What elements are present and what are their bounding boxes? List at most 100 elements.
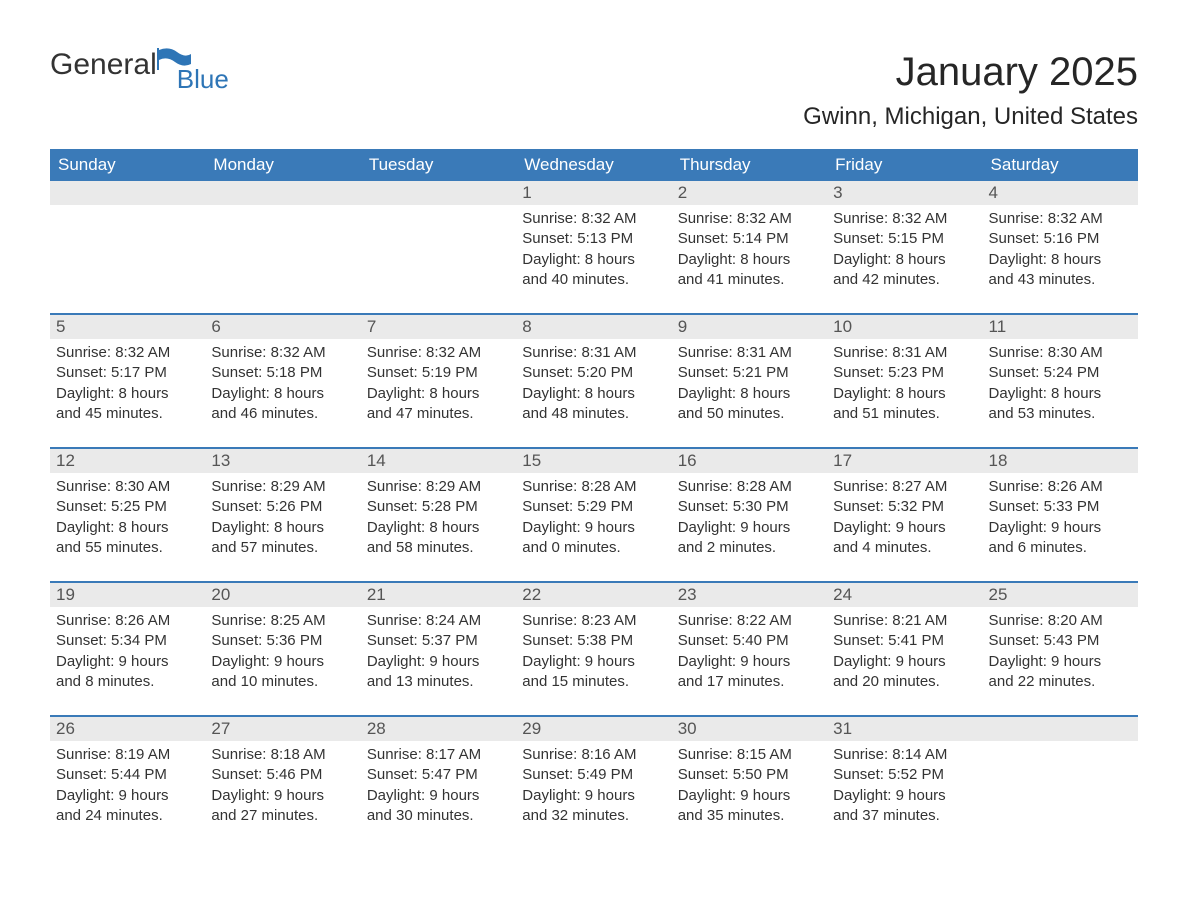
day-cell: 12Sunrise: 8:30 AMSunset: 5:25 PMDayligh… bbox=[50, 449, 205, 581]
day-number: 11 bbox=[983, 315, 1138, 339]
day-info: Sunrise: 8:28 AMSunset: 5:30 PMDaylight:… bbox=[672, 473, 827, 566]
day-number: 21 bbox=[361, 583, 516, 607]
day-daylight2: and 48 minutes. bbox=[522, 404, 665, 424]
week-row: 19Sunrise: 8:26 AMSunset: 5:34 PMDayligh… bbox=[50, 581, 1138, 715]
day-cell: 10Sunrise: 8:31 AMSunset: 5:23 PMDayligh… bbox=[827, 315, 982, 447]
day-sunrise: Sunrise: 8:31 AM bbox=[833, 343, 976, 363]
day-sunset: Sunset: 5:29 PM bbox=[522, 497, 665, 517]
day-info: Sunrise: 8:29 AMSunset: 5:26 PMDaylight:… bbox=[205, 473, 360, 566]
day-number: 24 bbox=[827, 583, 982, 607]
day-daylight2: and 57 minutes. bbox=[211, 538, 354, 558]
day-daylight2: and 2 minutes. bbox=[678, 538, 821, 558]
day-sunrise: Sunrise: 8:32 AM bbox=[56, 343, 199, 363]
day-sunset: Sunset: 5:30 PM bbox=[678, 497, 821, 517]
day-sunset: Sunset: 5:14 PM bbox=[678, 229, 821, 249]
day-sunset: Sunset: 5:15 PM bbox=[833, 229, 976, 249]
day-info: Sunrise: 8:32 AMSunset: 5:16 PMDaylight:… bbox=[983, 205, 1138, 298]
day-cell: 2Sunrise: 8:32 AMSunset: 5:14 PMDaylight… bbox=[672, 181, 827, 313]
day-sunrise: Sunrise: 8:26 AM bbox=[989, 477, 1132, 497]
day-sunset: Sunset: 5:19 PM bbox=[367, 363, 510, 383]
day-cell: 11Sunrise: 8:30 AMSunset: 5:24 PMDayligh… bbox=[983, 315, 1138, 447]
day-info: Sunrise: 8:19 AMSunset: 5:44 PMDaylight:… bbox=[50, 741, 205, 834]
day-info: Sunrise: 8:22 AMSunset: 5:40 PMDaylight:… bbox=[672, 607, 827, 700]
day-sunset: Sunset: 5:52 PM bbox=[833, 765, 976, 785]
day-info: Sunrise: 8:32 AMSunset: 5:14 PMDaylight:… bbox=[672, 205, 827, 298]
week-row: 5Sunrise: 8:32 AMSunset: 5:17 PMDaylight… bbox=[50, 313, 1138, 447]
day-daylight2: and 24 minutes. bbox=[56, 806, 199, 826]
day-number: 25 bbox=[983, 583, 1138, 607]
day-sunrise: Sunrise: 8:17 AM bbox=[367, 745, 510, 765]
day-daylight2: and 47 minutes. bbox=[367, 404, 510, 424]
weeks-container: 1Sunrise: 8:32 AMSunset: 5:13 PMDaylight… bbox=[50, 181, 1138, 849]
day-number: 7 bbox=[361, 315, 516, 339]
day-number: 10 bbox=[827, 315, 982, 339]
day-cell: 14Sunrise: 8:29 AMSunset: 5:28 PMDayligh… bbox=[361, 449, 516, 581]
day-sunrise: Sunrise: 8:32 AM bbox=[211, 343, 354, 363]
day-cell: 29Sunrise: 8:16 AMSunset: 5:49 PMDayligh… bbox=[516, 717, 671, 849]
day-daylight1: Daylight: 8 hours bbox=[367, 384, 510, 404]
day-sunrise: Sunrise: 8:24 AM bbox=[367, 611, 510, 631]
day-number: 17 bbox=[827, 449, 982, 473]
day-daylight1: Daylight: 8 hours bbox=[678, 250, 821, 270]
day-number: 6 bbox=[205, 315, 360, 339]
day-cell bbox=[983, 717, 1138, 849]
day-daylight1: Daylight: 8 hours bbox=[522, 250, 665, 270]
day-daylight2: and 45 minutes. bbox=[56, 404, 199, 424]
day-daylight2: and 42 minutes. bbox=[833, 270, 976, 290]
weekday-header: Saturday bbox=[983, 149, 1138, 181]
day-daylight1: Daylight: 8 hours bbox=[211, 518, 354, 538]
day-info: Sunrise: 8:30 AMSunset: 5:25 PMDaylight:… bbox=[50, 473, 205, 566]
day-cell: 13Sunrise: 8:29 AMSunset: 5:26 PMDayligh… bbox=[205, 449, 360, 581]
day-daylight1: Daylight: 9 hours bbox=[678, 518, 821, 538]
day-number: 13 bbox=[205, 449, 360, 473]
day-number: 18 bbox=[983, 449, 1138, 473]
day-daylight2: and 43 minutes. bbox=[989, 270, 1132, 290]
day-daylight1: Daylight: 9 hours bbox=[522, 518, 665, 538]
day-cell: 4Sunrise: 8:32 AMSunset: 5:16 PMDaylight… bbox=[983, 181, 1138, 313]
day-sunset: Sunset: 5:18 PM bbox=[211, 363, 354, 383]
day-number: 20 bbox=[205, 583, 360, 607]
day-daylight1: Daylight: 9 hours bbox=[56, 786, 199, 806]
page-title: January 2025 bbox=[896, 50, 1138, 95]
day-cell bbox=[361, 181, 516, 313]
weekday-header: Thursday bbox=[672, 149, 827, 181]
day-daylight1: Daylight: 8 hours bbox=[56, 384, 199, 404]
day-sunset: Sunset: 5:46 PM bbox=[211, 765, 354, 785]
day-sunset: Sunset: 5:28 PM bbox=[367, 497, 510, 517]
day-number: 14 bbox=[361, 449, 516, 473]
day-sunrise: Sunrise: 8:30 AM bbox=[989, 343, 1132, 363]
day-daylight2: and 35 minutes. bbox=[678, 806, 821, 826]
day-daylight1: Daylight: 9 hours bbox=[989, 518, 1132, 538]
day-cell: 3Sunrise: 8:32 AMSunset: 5:15 PMDaylight… bbox=[827, 181, 982, 313]
day-info: Sunrise: 8:27 AMSunset: 5:32 PMDaylight:… bbox=[827, 473, 982, 566]
day-number: 16 bbox=[672, 449, 827, 473]
day-daylight1: Daylight: 9 hours bbox=[522, 786, 665, 806]
day-cell: 23Sunrise: 8:22 AMSunset: 5:40 PMDayligh… bbox=[672, 583, 827, 715]
day-number: 3 bbox=[827, 181, 982, 205]
day-daylight2: and 17 minutes. bbox=[678, 672, 821, 692]
day-info: Sunrise: 8:32 AMSunset: 5:18 PMDaylight:… bbox=[205, 339, 360, 432]
day-daylight1: Daylight: 9 hours bbox=[678, 652, 821, 672]
day-daylight2: and 37 minutes. bbox=[833, 806, 976, 826]
day-cell: 28Sunrise: 8:17 AMSunset: 5:47 PMDayligh… bbox=[361, 717, 516, 849]
day-cell bbox=[50, 181, 205, 313]
day-info: Sunrise: 8:32 AMSunset: 5:15 PMDaylight:… bbox=[827, 205, 982, 298]
day-cell bbox=[205, 181, 360, 313]
day-cell: 26Sunrise: 8:19 AMSunset: 5:44 PMDayligh… bbox=[50, 717, 205, 849]
day-number: 15 bbox=[516, 449, 671, 473]
day-cell: 6Sunrise: 8:32 AMSunset: 5:18 PMDaylight… bbox=[205, 315, 360, 447]
week-row: 26Sunrise: 8:19 AMSunset: 5:44 PMDayligh… bbox=[50, 715, 1138, 849]
day-cell: 8Sunrise: 8:31 AMSunset: 5:20 PMDaylight… bbox=[516, 315, 671, 447]
day-info: Sunrise: 8:17 AMSunset: 5:47 PMDaylight:… bbox=[361, 741, 516, 834]
logo-general: General bbox=[50, 50, 157, 80]
day-sunrise: Sunrise: 8:22 AM bbox=[678, 611, 821, 631]
day-sunset: Sunset: 5:21 PM bbox=[678, 363, 821, 383]
day-sunrise: Sunrise: 8:19 AM bbox=[56, 745, 199, 765]
day-info: Sunrise: 8:21 AMSunset: 5:41 PMDaylight:… bbox=[827, 607, 982, 700]
day-cell: 7Sunrise: 8:32 AMSunset: 5:19 PMDaylight… bbox=[361, 315, 516, 447]
logo: General Blue bbox=[50, 50, 251, 80]
day-number: 27 bbox=[205, 717, 360, 741]
day-info: Sunrise: 8:15 AMSunset: 5:50 PMDaylight:… bbox=[672, 741, 827, 834]
day-info: Sunrise: 8:29 AMSunset: 5:28 PMDaylight:… bbox=[361, 473, 516, 566]
day-info: Sunrise: 8:25 AMSunset: 5:36 PMDaylight:… bbox=[205, 607, 360, 700]
